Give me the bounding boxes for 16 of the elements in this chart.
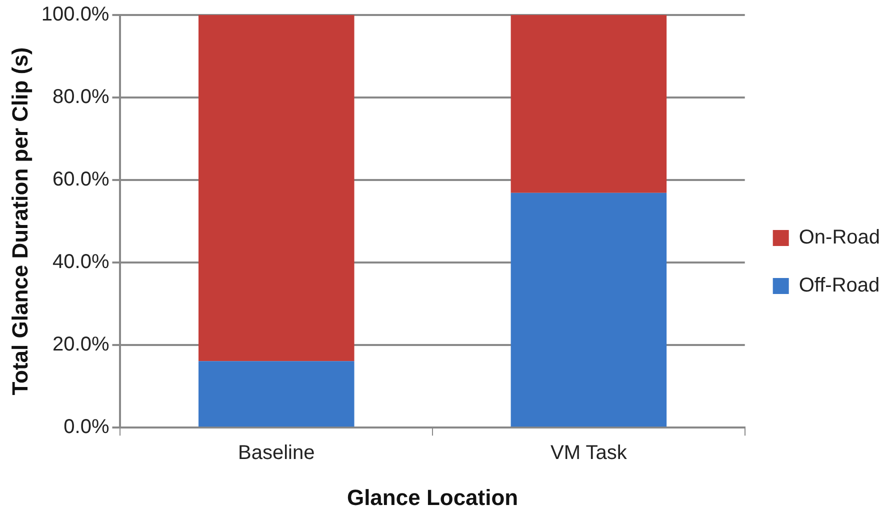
bar: [510, 15, 667, 193]
bar: [198, 15, 354, 362]
x-tick-label: Baseline: [238, 442, 315, 464]
y-tick-label: 20.0%: [52, 334, 110, 356]
legend-label: On-Road: [798, 226, 880, 249]
y-tick-label: 60.0%: [52, 168, 110, 191]
x-tick-label: VM Task: [550, 442, 628, 464]
x-axis-title: Glance Location: [346, 484, 518, 510]
y-tick-label: 100.0%: [41, 4, 110, 26]
bar: [510, 192, 667, 427]
y-tick-label: 40.0%: [52, 251, 110, 274]
bar: [198, 361, 354, 427]
legend-label: Off-Road: [798, 274, 880, 297]
y-tick-label: 0.0%: [64, 416, 110, 438]
y-tick-label: 80.0%: [52, 86, 110, 108]
y-axis-title: Total Glance Duration per Clip (s): [7, 47, 32, 396]
